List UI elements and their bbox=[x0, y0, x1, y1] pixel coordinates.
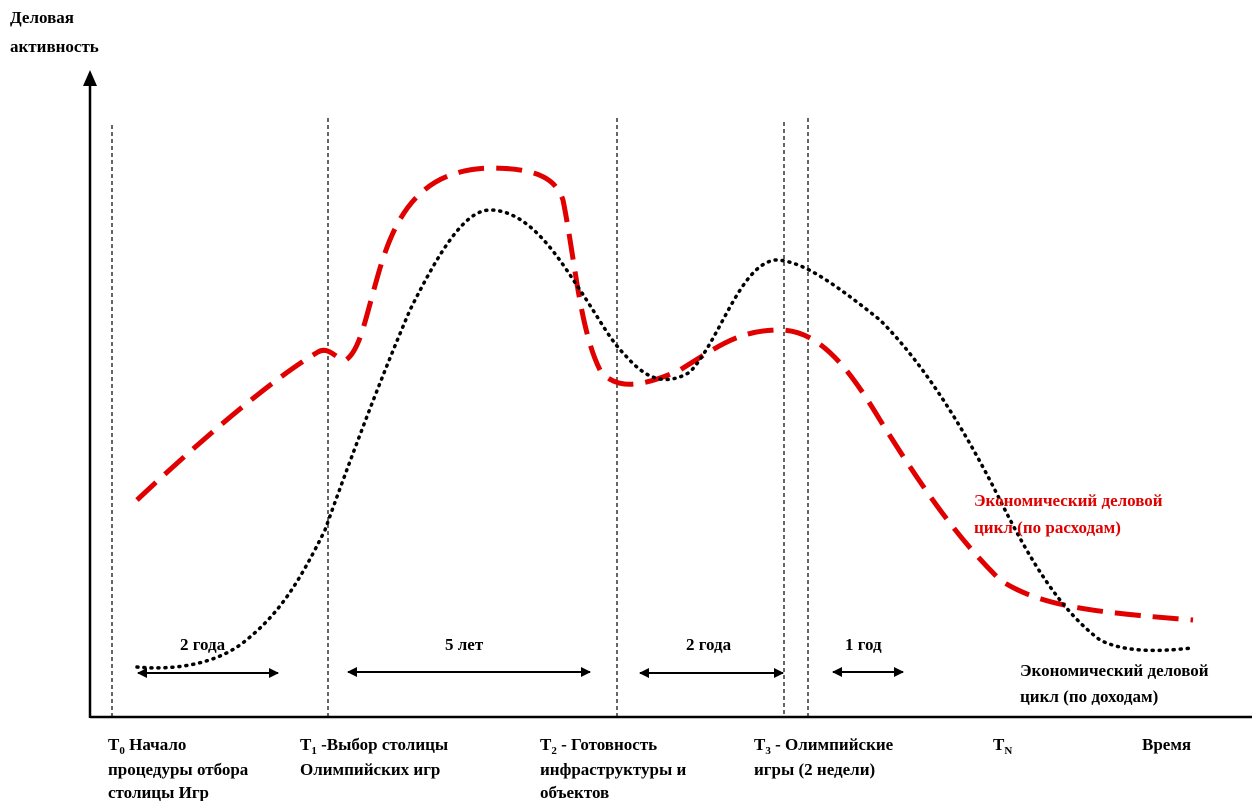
duration-label-2: 5 лет bbox=[445, 635, 484, 654]
duration-label-1: 2 года bbox=[180, 635, 226, 654]
milestone-label-t2-line-2: инфраструктуры и bbox=[540, 760, 687, 779]
milestone-label-t2: T2 - Готовность bbox=[540, 735, 657, 757]
milestone-label-t1: T1 -Выбор столицы bbox=[300, 735, 448, 757]
spending-curve-label-line-2: цикл (по расходам) bbox=[974, 518, 1121, 537]
income-curve-label-line-1: Экономический деловой bbox=[1020, 661, 1209, 680]
milestone-label-t3: T3 - Олимпийские bbox=[754, 735, 894, 757]
duration-label-3: 2 года bbox=[686, 635, 732, 654]
milestone-label-t1-line-2: Олимпийских игр bbox=[300, 760, 440, 779]
y-axis-label-line-1: Деловая bbox=[10, 8, 74, 27]
milestone-label-t3-line-2: игры (2 недели) bbox=[754, 760, 875, 779]
milestone-label-t2-line-3: объектов bbox=[540, 783, 609, 801]
milestone-label-t0-line-2: процедуры отбора bbox=[108, 760, 249, 779]
spending-curve-label-line-1: Экономический деловой bbox=[974, 491, 1163, 510]
milestone-label-tn: TN bbox=[993, 735, 1012, 757]
x-axis-label: Время bbox=[1142, 735, 1191, 754]
duration-label-4: 1 год bbox=[845, 635, 882, 654]
milestone-label-t0-line-3: столицы Игр bbox=[108, 783, 209, 801]
spending-cycle-curve bbox=[135, 165, 1194, 623]
income-cycle-curve bbox=[135, 208, 1195, 670]
income-curve-label-line-2: цикл (по доходам) bbox=[1020, 687, 1158, 706]
y-axis-arrowhead bbox=[83, 70, 97, 86]
milestone-label-t0: T0 Начало bbox=[108, 735, 186, 757]
y-axis-label-line-2: активность bbox=[10, 37, 99, 56]
